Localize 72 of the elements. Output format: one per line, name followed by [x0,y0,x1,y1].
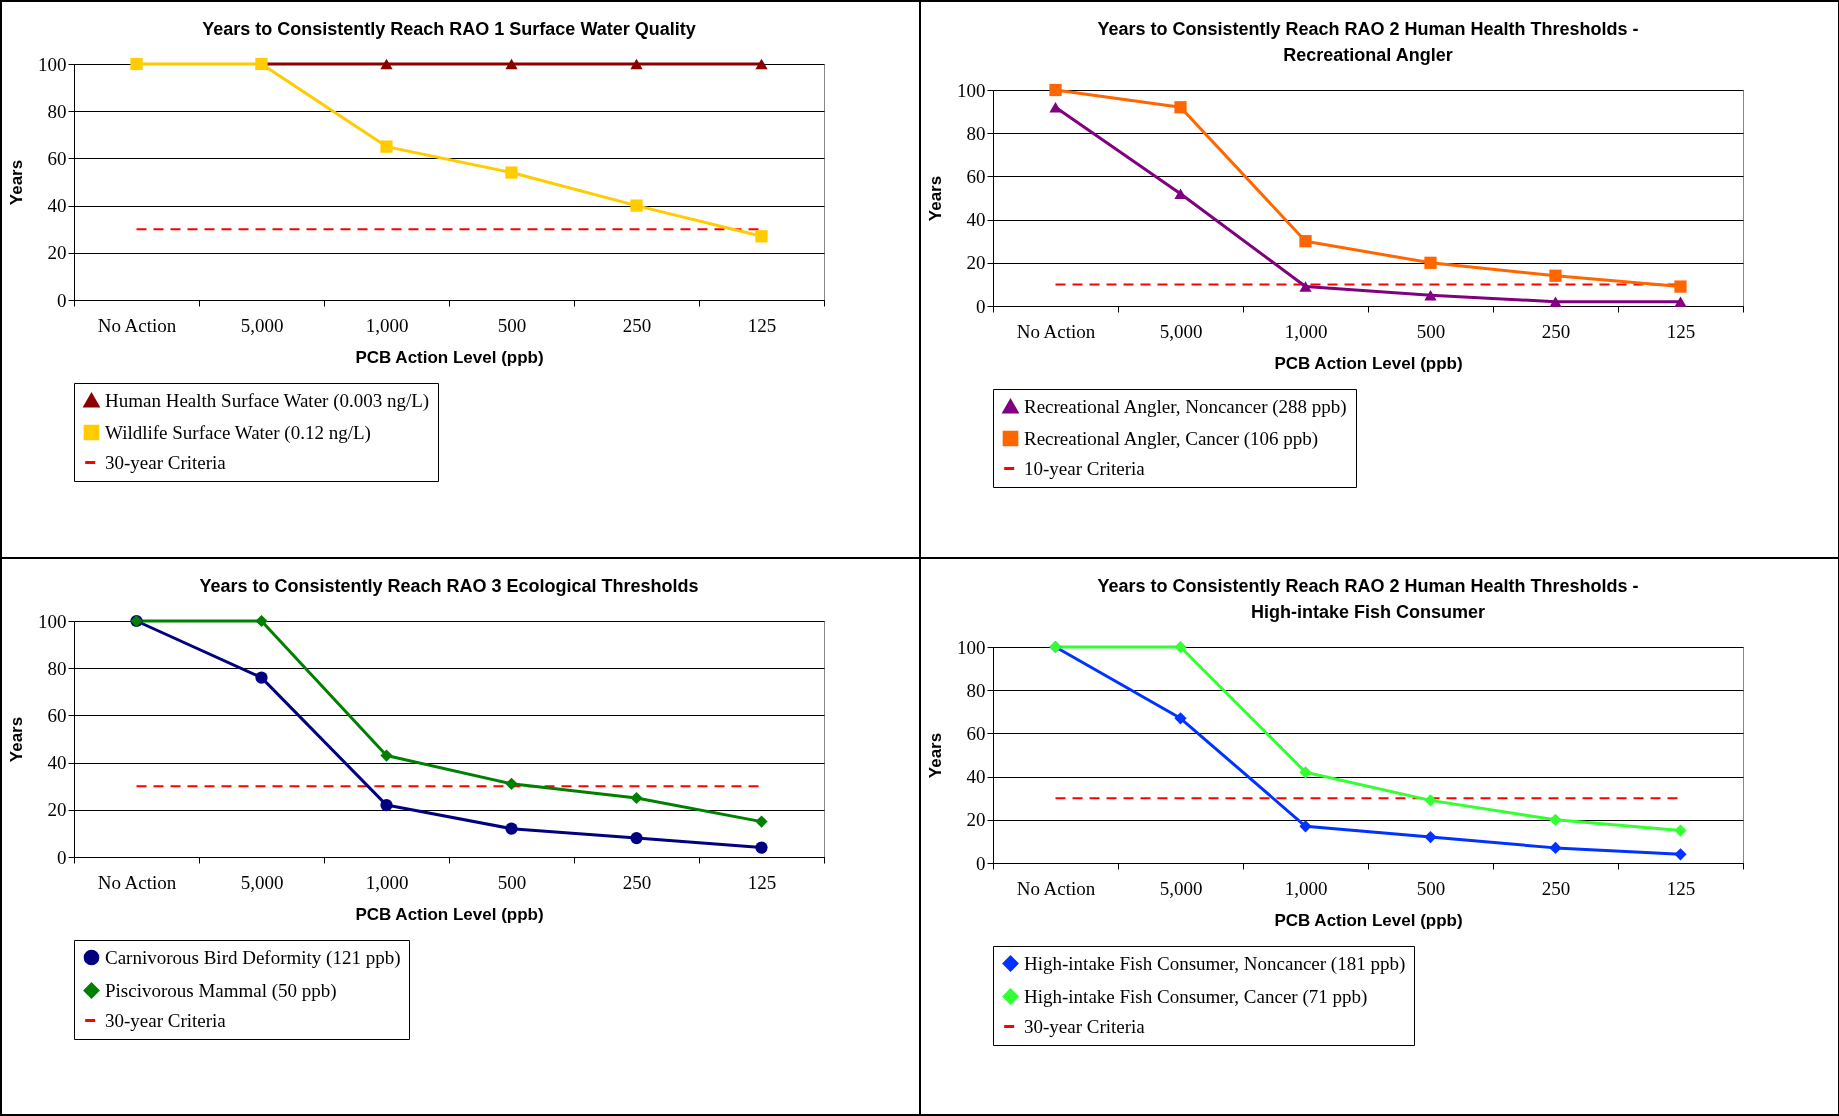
y-tick-label: 0 [976,295,986,317]
x-tick-label: 1,000 [1284,877,1328,899]
legend-label: Recreational Angler, Noncancer (288 ppb) [1024,395,1347,418]
y-tick-label: 0 [57,846,67,868]
y-tick-label: 80 [47,657,67,679]
y-tick-label: 40 [966,209,986,231]
y-axis-title: Years [926,175,945,222]
x-tick-label: 250 [1541,877,1571,899]
y-tick-label: 0 [976,852,986,874]
x-axis-title: PCB Action Level (ppb) [355,904,544,924]
x-tick-label: 5,000 [1159,877,1203,899]
y-tick-label: 40 [47,752,67,774]
x-tick-label: No Action [1016,320,1096,342]
x-tick-label: 5,000 [240,871,284,893]
x-tick-label: 5,000 [1159,320,1203,342]
legend-label: Wildlife Surface Water (0.12 ng/L) [105,421,371,444]
x-tick-label: 125 [1666,877,1696,899]
y-tick-label: 60 [966,722,986,744]
y-tick-label: 20 [47,799,67,821]
chart-title: Years to Consistently Reach RAO 2 Human Health Thresholds - High-intake Fish Consumer [1097,576,1639,622]
x-axis-title: PCB Action Level (ppb) [1274,910,1463,930]
legend-label: High-intake Fish Consumer, Noncancer (181 ppb) [1024,952,1406,975]
x-tick-label: 500 [1416,320,1446,342]
x-tick-label: 5,000 [240,314,284,336]
y-tick-label: 60 [966,165,986,187]
x-tick-label: 1,000 [1284,320,1328,342]
x-tick-label: 125 [747,871,777,893]
legend-label: Recreational Angler, Cancer (106 ppb) [1024,427,1319,450]
y-tick-label: 80 [966,679,986,701]
x-tick-label: 125 [747,314,777,336]
x-tick-label: 500 [497,314,527,336]
x-tick-label: 1,000 [365,314,409,336]
x-tick-label: No Action [1016,877,1096,899]
x-tick-label: No Action [97,871,177,893]
y-tick-label: 20 [47,242,67,264]
y-tick-label: 80 [47,100,67,122]
y-tick-label: 60 [47,704,67,726]
legend-label: Human Health Surface Water (0.003 ng/L) [105,389,430,412]
y-tick-label: 100 [38,53,67,75]
chart-title: Years to Consistently Reach RAO 3 Ecological Thresholds [199,576,699,596]
legend-label: 30-year Criteria [105,1009,227,1031]
y-axis-title: Years [926,732,945,779]
y-tick-label: 0 [57,289,67,311]
x-axis-title: PCB Action Level (ppb) [1274,353,1463,373]
y-tick-label: 80 [966,122,986,144]
legend-label: Carnivorous Bird Deformity (121 ppb) [105,946,401,969]
x-axis-title: PCB Action Level (ppb) [355,347,544,367]
y-tick-label: 100 [957,636,986,658]
x-tick-label: 250 [1541,320,1571,342]
y-tick-label: 60 [47,147,67,169]
y-tick-label: 100 [38,610,67,632]
x-tick-label: 500 [1416,877,1446,899]
x-tick-label: 500 [497,871,527,893]
legend-label: 30-year Criteria [105,451,227,473]
x-tick-label: 250 [622,871,652,893]
y-tick-label: 40 [966,766,986,788]
x-tick-label: 1,000 [365,871,409,893]
legend-label: Piscivorous Mammal (50 ppb) [105,979,337,1002]
y-tick-label: 40 [47,195,67,217]
x-tick-label: 250 [622,314,652,336]
y-axis-title: Years [7,716,26,763]
legend-label: High-intake Fish Consumer, Cancer (71 ppb) [1024,985,1368,1008]
chart-title: Years to Consistently Reach RAO 2 Human Health Thresholds - Recreational Angler [1097,19,1639,65]
y-axis-title: Years [7,159,26,206]
y-tick-label: 20 [966,809,986,831]
y-tick-label: 100 [957,79,986,101]
legend-label: 30-year Criteria [1024,1015,1146,1037]
x-tick-label: 125 [1666,320,1696,342]
x-tick-label: No Action [97,314,177,336]
legend-label: 10-year Criteria [1024,457,1146,479]
chart-title: Years to Consistently Reach RAO 1 Surface Water Quality [202,19,696,39]
y-tick-label: 20 [966,252,986,274]
